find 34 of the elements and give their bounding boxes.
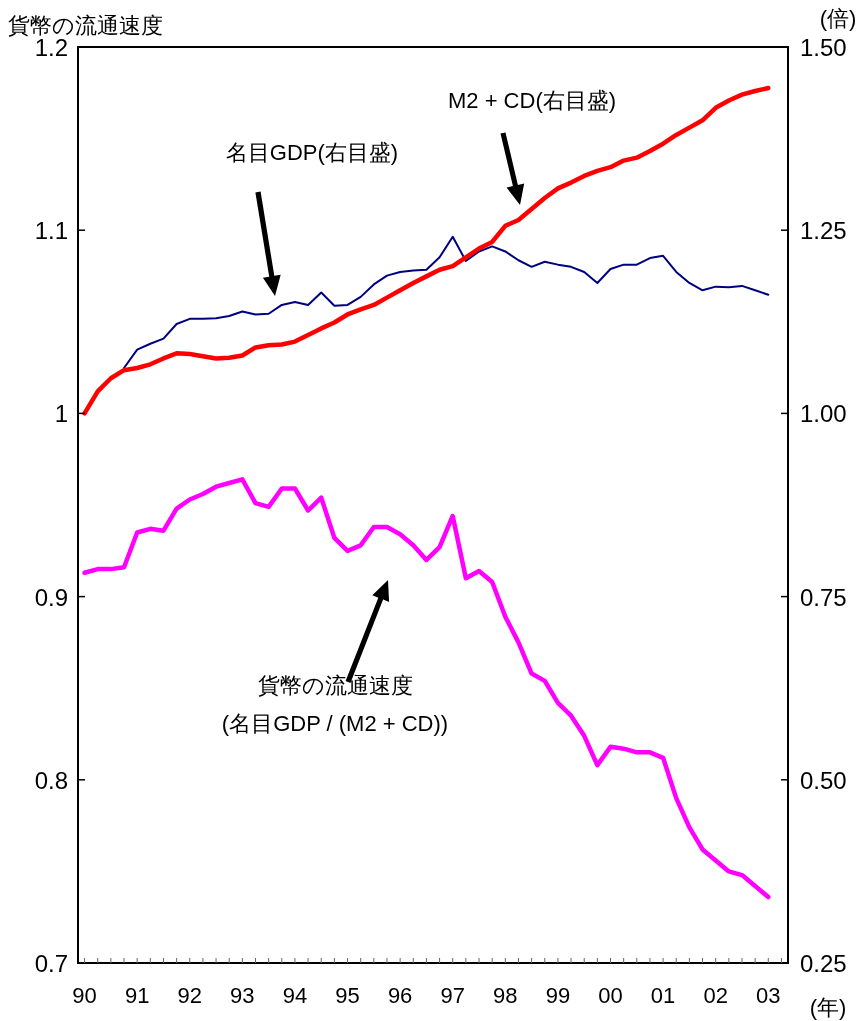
y-tick-label: 0.9	[34, 583, 68, 611]
x-tick-label: 98	[493, 983, 518, 1008]
annotation: 名目GDP(右目盛)	[225, 140, 399, 165]
x-tick-label: 03	[756, 983, 781, 1008]
x-tick-label: 01	[650, 983, 676, 1008]
x-axis-title: (年)	[809, 995, 847, 1020]
y2-tick-label: 0.75	[800, 583, 847, 611]
y-tick-label: 0.7	[34, 950, 68, 977]
y2-tick-label: 1.50	[800, 34, 847, 61]
line-series	[123, 235, 770, 369]
y-tick-label: 1.1	[34, 217, 68, 245]
x-tick-label: 91	[124, 983, 150, 1008]
y-tick-label: 1	[54, 400, 68, 428]
line-series	[82, 85, 771, 416]
y2-tick-label: 1.25	[800, 217, 847, 245]
annotation: 貨幣の流通速度 (名目GDP / (M2 + CD))	[221, 673, 449, 736]
x-tick-label: 96	[387, 983, 413, 1008]
line-series	[82, 477, 771, 900]
x-tick-label: 99	[545, 983, 571, 1008]
x-tick-label: 94	[282, 983, 308, 1008]
x-tick-label: 00	[598, 983, 623, 1008]
x-tick-label: 90	[72, 983, 97, 1008]
x-tick-label: 95	[335, 983, 360, 1008]
y2-tick-label: 0.50	[800, 766, 847, 794]
x-tick-label: 92	[177, 983, 202, 1008]
y2-tick-label: 1.00	[800, 400, 847, 428]
x-tick-label: 93	[230, 983, 255, 1008]
y-axis-title: 貨幣の流通速度	[8, 13, 163, 38]
y2-tick-label: 0.25	[800, 950, 847, 977]
y2-axis-title: (倍)	[819, 6, 857, 31]
x-tick-label: 97	[440, 983, 465, 1008]
x-tick-label: 02	[703, 983, 728, 1008]
annotation: M2 + CD(右目盛)	[447, 88, 617, 113]
y-tick-label: 0.8	[34, 766, 68, 794]
